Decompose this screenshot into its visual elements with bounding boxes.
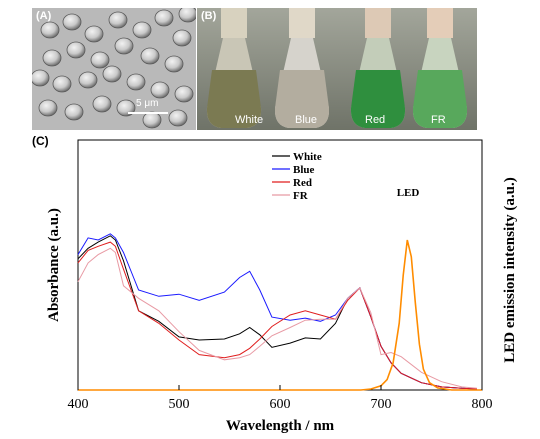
cell <box>90 51 110 69</box>
cell-cluster <box>32 8 196 129</box>
legend-label: FR <box>293 190 309 202</box>
cell <box>42 49 62 67</box>
y-axis-label: Absorbance (a.u.) <box>46 208 62 322</box>
series-line-red <box>77 241 478 390</box>
cell <box>92 95 112 113</box>
flask-label-blue: Blue <box>295 114 318 126</box>
legend-label: Blue <box>293 164 315 176</box>
y-axis-right-label: LED emission intensity (a.u.) <box>502 177 518 362</box>
cell <box>108 11 128 29</box>
cell <box>168 109 188 127</box>
led-annotation: LED <box>397 187 420 199</box>
scale-bar-label: 5 μm <box>136 98 159 109</box>
cell <box>172 29 192 47</box>
x-axis: 400 500 600 700 800 <box>68 385 493 412</box>
flask-red <box>350 8 406 128</box>
panel-a-label: (A) <box>36 10 52 22</box>
cell <box>62 13 82 31</box>
cell <box>178 8 196 23</box>
cell <box>164 55 184 73</box>
cell <box>40 21 60 39</box>
cell <box>84 25 104 43</box>
cell <box>102 65 122 83</box>
cell <box>150 81 170 99</box>
cell <box>78 71 98 89</box>
micrograph-panel: (A) 5 μm <box>32 8 196 130</box>
flask-photo-panel: (B) White Blue Red FR <box>197 8 477 130</box>
flask-fr <box>412 8 468 128</box>
series-line-white <box>77 235 478 390</box>
x-tick-label: 800 <box>472 397 493 412</box>
cell <box>140 47 160 65</box>
flask-label-white: White <box>235 114 264 126</box>
x-tick-label: 600 <box>270 397 291 412</box>
x-tick-label: 500 <box>169 397 190 412</box>
series-layer <box>77 233 482 391</box>
flask-label-fr: FR <box>431 114 446 126</box>
flask-label-red: Red <box>365 114 386 126</box>
cell <box>52 75 72 93</box>
flask-white <box>206 8 262 128</box>
flask-blue <box>274 8 330 128</box>
cell <box>126 73 146 91</box>
x-tick-label: 400 <box>68 397 89 412</box>
cell <box>66 41 86 59</box>
micrograph-image <box>32 8 196 130</box>
cell <box>32 69 50 87</box>
scale-bar <box>128 112 168 114</box>
cell <box>174 85 194 103</box>
cell <box>114 37 134 55</box>
x-axis-label: Wavelength / nm <box>226 418 335 434</box>
cell <box>154 9 174 27</box>
x-tick-label: 700 <box>371 397 392 412</box>
cell <box>64 103 84 121</box>
flask-photo <box>197 8 477 130</box>
series-line-blue <box>77 233 478 390</box>
legend-label: Red <box>293 177 312 189</box>
panel-b-label: (B) <box>201 10 217 22</box>
legend-label: White <box>293 151 322 163</box>
panel-c-label: (C) <box>32 134 49 148</box>
cell <box>132 21 152 39</box>
cell <box>38 99 58 117</box>
series-line-led <box>78 239 482 391</box>
